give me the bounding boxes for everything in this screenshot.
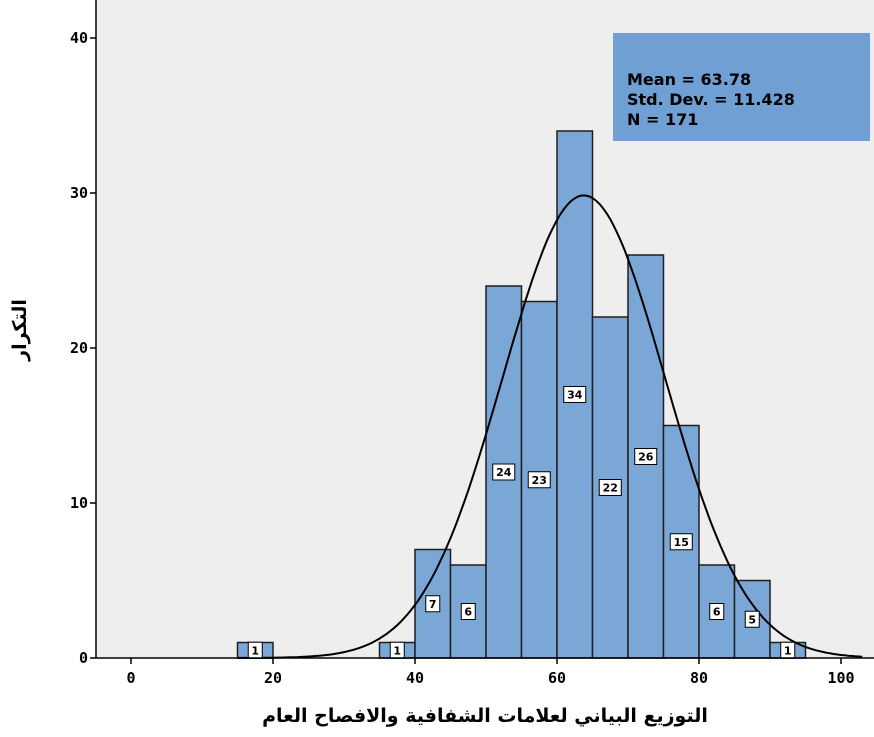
bar-data-label-box <box>634 448 658 465</box>
bar-data-label-text: 22 <box>603 482 618 495</box>
bar-data-label: 5 <box>744 610 760 628</box>
stats-std-dev: Std. Dev. = 11.428 <box>627 90 795 109</box>
bar-data-label-text: 1 <box>784 644 792 657</box>
bar-data-label-box <box>744 610 760 628</box>
bar-data-label-text: 15 <box>674 536 689 549</box>
stats-n: N = 171 <box>627 110 698 129</box>
y-tick-label: 20 <box>70 339 88 357</box>
bar-data-label-box <box>492 463 516 481</box>
bar-data-label: 26 <box>634 448 658 465</box>
bar-data-label: 34 <box>563 386 587 403</box>
bar-data-label-box <box>563 386 587 403</box>
y-tick-label: 30 <box>70 184 88 202</box>
bar-data-label-box <box>669 533 693 551</box>
bar-data-label-text: 6 <box>464 606 472 619</box>
bar-data-label-text: 1 <box>251 644 259 657</box>
bar-data-label: 1 <box>389 641 405 659</box>
x-axis-title: التوزيع البياني لعلامات الشفافية والافصا… <box>262 705 708 727</box>
x-tick-label: 20 <box>264 669 282 687</box>
bar-data-label-text: 1 <box>393 644 401 657</box>
x-tick-label: 40 <box>406 669 424 687</box>
bar-data-label: 7 <box>425 595 441 613</box>
x-tick-label: 0 <box>126 669 135 687</box>
bar-data-label-text: 34 <box>567 389 583 402</box>
stats-mean: Mean = 63.78 <box>627 70 751 89</box>
y-tick-label: 40 <box>70 29 88 47</box>
y-tick-label: 0 <box>79 649 88 667</box>
bar-data-label: 22 <box>598 479 622 496</box>
bar-data-label-text: 26 <box>638 451 654 464</box>
bar-data-label-text: 7 <box>429 598 437 611</box>
bar-data-label-box <box>460 603 476 620</box>
x-tick-label: 60 <box>548 669 566 687</box>
bar-data-label-text: 24 <box>496 466 512 479</box>
x-tick-label: 100 <box>827 669 854 687</box>
bar-data-label: 15 <box>669 533 693 551</box>
y-tick-label: 10 <box>70 494 88 512</box>
bar-data-label-box <box>425 595 441 613</box>
bar-data-label-box <box>598 479 622 496</box>
bar-data-label: 6 <box>709 603 725 620</box>
data-label-group: 1 1 7 6 24 23 34 22 26 15 6 5 1 <box>247 386 796 659</box>
stats-box: Mean = 63.78 Std. Dev. = 11.428 N = 171 <box>613 33 870 141</box>
y-axis: 0 10 20 30 40 <box>70 0 97 667</box>
bar-data-label-text: 6 <box>713 606 721 619</box>
y-axis-title: التكرار <box>9 299 31 362</box>
bar-data-label: 1 <box>780 641 796 659</box>
bar-data-label-text: 23 <box>532 474 547 487</box>
x-axis: 0 20 40 60 80 100 <box>96 657 874 687</box>
bar-data-label: 1 <box>247 641 263 659</box>
stats-box-background <box>613 33 870 141</box>
bar-data-label-box <box>527 471 551 489</box>
bar-data-label-text: 5 <box>748 613 756 626</box>
bar-data-label: 23 <box>527 471 551 489</box>
bar-data-label: 6 <box>460 603 476 620</box>
bar-data-label: 24 <box>492 463 516 481</box>
bar-data-label-box <box>709 603 725 620</box>
x-tick-label: 80 <box>690 669 708 687</box>
